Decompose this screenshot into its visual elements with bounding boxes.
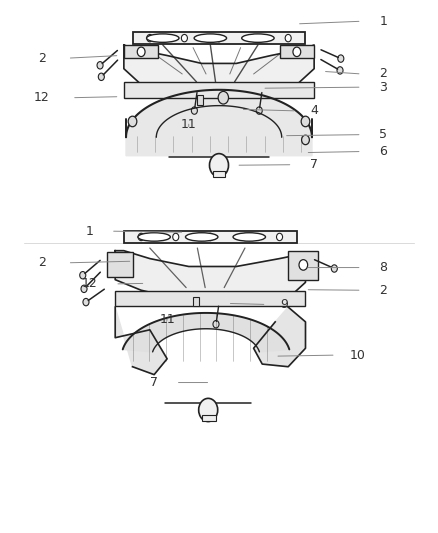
Ellipse shape <box>147 34 179 42</box>
Circle shape <box>199 398 218 422</box>
Circle shape <box>251 35 257 42</box>
Circle shape <box>302 135 309 144</box>
Circle shape <box>128 116 137 127</box>
Bar <box>133 32 305 44</box>
Text: 11: 11 <box>181 118 197 131</box>
Circle shape <box>173 233 179 241</box>
Text: 7: 7 <box>310 158 318 171</box>
Text: 4: 4 <box>310 104 318 117</box>
Circle shape <box>207 233 213 241</box>
Text: 1: 1 <box>85 225 93 238</box>
Circle shape <box>301 116 310 127</box>
Circle shape <box>138 233 144 241</box>
Text: 10: 10 <box>350 349 365 361</box>
Circle shape <box>285 35 291 42</box>
Bar <box>115 292 305 306</box>
Polygon shape <box>124 45 314 98</box>
Circle shape <box>218 91 229 104</box>
Ellipse shape <box>242 34 274 42</box>
Circle shape <box>216 35 222 42</box>
Text: 12: 12 <box>34 91 49 104</box>
Circle shape <box>181 35 187 42</box>
Text: 2: 2 <box>379 284 387 297</box>
Circle shape <box>337 67 343 74</box>
Polygon shape <box>126 90 312 156</box>
Circle shape <box>338 55 344 62</box>
Bar <box>124 231 297 243</box>
Text: 3: 3 <box>379 80 387 94</box>
Circle shape <box>293 47 301 56</box>
Text: 12: 12 <box>81 277 97 290</box>
Text: 7: 7 <box>150 376 158 389</box>
Text: 8: 8 <box>379 261 387 274</box>
Text: 2: 2 <box>38 256 46 269</box>
Ellipse shape <box>194 34 226 42</box>
Text: 5: 5 <box>379 128 387 141</box>
Text: 2: 2 <box>38 52 46 64</box>
Circle shape <box>147 35 153 42</box>
Text: 1: 1 <box>379 15 387 28</box>
Circle shape <box>213 320 219 328</box>
Text: 6: 6 <box>379 145 387 158</box>
Circle shape <box>256 107 262 114</box>
Bar <box>124 82 314 98</box>
Ellipse shape <box>185 233 218 241</box>
Circle shape <box>80 271 86 279</box>
Circle shape <box>242 233 248 241</box>
Ellipse shape <box>138 233 170 241</box>
Circle shape <box>191 107 198 114</box>
Polygon shape <box>254 307 305 367</box>
Text: 11: 11 <box>159 313 175 326</box>
Bar <box>198 95 203 104</box>
Circle shape <box>83 298 89 306</box>
Circle shape <box>97 62 103 69</box>
Bar <box>279 45 314 58</box>
Circle shape <box>276 233 283 241</box>
Bar <box>213 171 225 177</box>
Bar <box>288 251 318 280</box>
Bar <box>106 252 133 277</box>
Text: 9: 9 <box>280 298 288 311</box>
Circle shape <box>98 73 104 80</box>
Polygon shape <box>123 313 290 352</box>
Circle shape <box>209 154 229 177</box>
Polygon shape <box>115 307 167 375</box>
Circle shape <box>81 285 87 293</box>
Bar <box>193 296 199 306</box>
Circle shape <box>137 47 145 56</box>
Polygon shape <box>115 251 305 306</box>
Circle shape <box>331 265 337 272</box>
Text: 2: 2 <box>379 68 387 80</box>
Ellipse shape <box>233 233 265 241</box>
Circle shape <box>299 260 307 270</box>
Bar <box>202 415 215 421</box>
Bar <box>124 45 159 58</box>
